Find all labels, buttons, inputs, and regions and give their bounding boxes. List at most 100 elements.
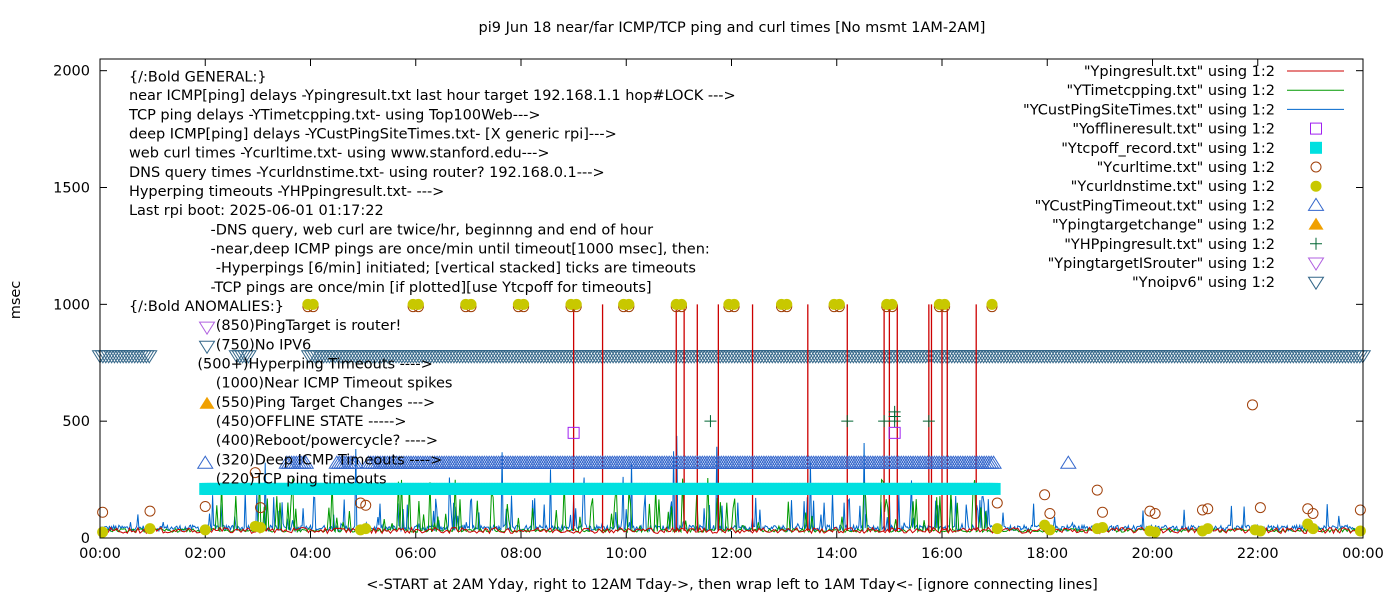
ycustpingtimeout-series (196, 455, 1077, 469)
triangle-marker (297, 455, 315, 469)
ytcpoff-series (199, 482, 1001, 495)
circle-marker (1310, 161, 1322, 173)
plot-frame (99, 58, 1364, 539)
y-axis-label: msec (8, 281, 24, 320)
dot-marker (1044, 524, 1056, 536)
dot-marker (781, 298, 793, 310)
x-tick-label: 02:00 (184, 546, 226, 562)
square-marker (1310, 122, 1322, 135)
circle-marker (249, 467, 261, 479)
x-axis-label: <-START at 2AM Yday, right to 12AM Tday-… (366, 577, 1098, 593)
annotation-text: (320)Deep ICMP Timeouts ----> (216, 452, 443, 468)
yhppingresult-series (704, 405, 935, 428)
dot-marker (1149, 526, 1161, 538)
annotation-text: (850)PingTarget is router! (216, 318, 402, 334)
legend-label: "Ypingtargetchange" using 1:2 (1052, 218, 1275, 234)
annotation-text: TCP ping delays -YTimetcpping.txt- using… (128, 107, 541, 123)
plot-data (91, 298, 1372, 538)
axis-ticks: 00:00 02:00 04:00 06:00 08:00 10:00 12:00 14:00… (53, 59, 1384, 562)
annotation-text: (500+)Hyperping Timeouts ----> (197, 356, 432, 372)
dot-marker (465, 298, 477, 310)
y-tick-label: 500 (62, 414, 90, 430)
annotation-text: DNS query times -Ycurldnstime.txt- using… (129, 165, 605, 181)
x-tick-label: 06:00 (395, 546, 437, 562)
x-tick-label: 18:00 (1026, 546, 1068, 562)
annotation-text: (1000)Near ICMP Timeout spikes (216, 376, 453, 392)
dot-marker (623, 298, 635, 310)
annotation-text: (450)OFFLINE STATE -----> (216, 414, 407, 430)
legend-label: "Ynoipv6" using 1:2 (1132, 275, 1275, 291)
inverted-triangle-marker (1307, 257, 1325, 271)
inverted-triangle-marker (240, 350, 257, 364)
dot-marker (307, 298, 319, 310)
square-marker (888, 426, 901, 439)
legend-label: "YpingtargetISrouter" using 1:2 (1048, 256, 1275, 272)
legend-label: "YCustPingTimeout.txt" using 1:2 (1035, 198, 1275, 214)
triangle-marker (196, 455, 214, 469)
circle-marker (1196, 504, 1208, 516)
annotation-text: -TCP pings are once/min [if plotted][use… (211, 280, 652, 296)
triangle-marker (985, 455, 1002, 469)
square-marker (567, 426, 580, 439)
filled-square-marker (988, 482, 1001, 495)
x-tick-label: 08:00 (500, 546, 542, 562)
circle-marker (1307, 507, 1319, 519)
dot-marker (255, 521, 267, 533)
legend-label: "Ytcpoff_record.txt" using 1:2 (1061, 141, 1275, 157)
dot-marker (199, 524, 211, 536)
y-tick-label: 1000 (53, 297, 90, 313)
legend-label: "Ycurltime.txt" using 1:2 (1097, 160, 1275, 176)
dot-marker (97, 526, 109, 538)
legend-label: "Ypingresult.txt" using 1:2 (1084, 64, 1275, 80)
dot-marker (676, 298, 688, 310)
dot-marker (986, 298, 998, 310)
y-tick-label: 0 (81, 531, 90, 547)
annotation-text: (550)Ping Target Changes ---> (216, 395, 435, 411)
inverted-triangle-marker (198, 340, 216, 355)
dot-marker (1254, 525, 1266, 537)
annotation-text: near ICMP[ping] delays -Ypingresult.txt … (129, 88, 736, 104)
triangle-marker (347, 455, 365, 469)
circle-marker (1097, 506, 1109, 518)
circle-marker (97, 506, 109, 518)
dot-marker (833, 298, 845, 310)
annotation-text: Hyperping timeouts -YHPpingresult.txt- -… (129, 184, 444, 200)
dot-marker (570, 298, 582, 310)
annotation-text: (220)TCP ping timeouts (216, 471, 387, 487)
annotations: {/:Bold GENERAL:} near ICMP[ping] delays … (128, 70, 736, 488)
dot-marker (518, 298, 530, 310)
dot-marker (1310, 180, 1322, 192)
legend-label: "Ycurldnstime.txt" using 1:2 (1071, 179, 1275, 195)
ycurldnstime-series (97, 298, 1366, 538)
dot-marker (360, 523, 372, 535)
annotation-text: {/:Bold ANOMALIES:} (129, 299, 284, 315)
dot-marker (991, 523, 1003, 535)
inverted-triangle-marker (140, 350, 158, 364)
circle-marker (1202, 503, 1214, 515)
annotation-text: -Hyperpings [6/min] initiated; [vertical… (216, 261, 696, 277)
annotation-text: -DNS query, web curl are twice/hr, begin… (211, 222, 654, 238)
annotation-text: -near,deep ICMP pings are once/min until… (211, 241, 710, 257)
chart-title: pi9 Jun 18 near/far ICMP/TCP ping and cu… (479, 20, 986, 36)
circle-marker (1254, 502, 1266, 514)
plus-marker (841, 415, 854, 428)
legend-label: "Yofflineresult.txt" using 1:2 (1072, 122, 1275, 138)
legend-label: "YCustPingSiteTimes.txt" using 1:2 (1023, 102, 1275, 118)
triangle-marker (1059, 455, 1077, 469)
circle-marker (1354, 504, 1366, 516)
legend-label: "YHPpingresult.txt" using 1:2 (1064, 237, 1275, 253)
plus-marker (888, 405, 901, 418)
dot-marker (144, 523, 156, 535)
triangle-marker (1307, 197, 1325, 211)
circle-marker (991, 497, 1003, 509)
circle-marker (1144, 505, 1156, 517)
circle-marker (360, 499, 372, 511)
x-tick-label: 04:00 (290, 546, 332, 562)
dot-marker (412, 298, 424, 310)
dot-marker (1307, 523, 1319, 535)
dot-marker (939, 298, 951, 310)
x-tick-label: 14:00 (816, 546, 858, 562)
x-tick-label: 16:00 (921, 546, 963, 562)
annotation-text: deep ICMP[ping] delays -YCustPingSiteTim… (129, 127, 617, 143)
